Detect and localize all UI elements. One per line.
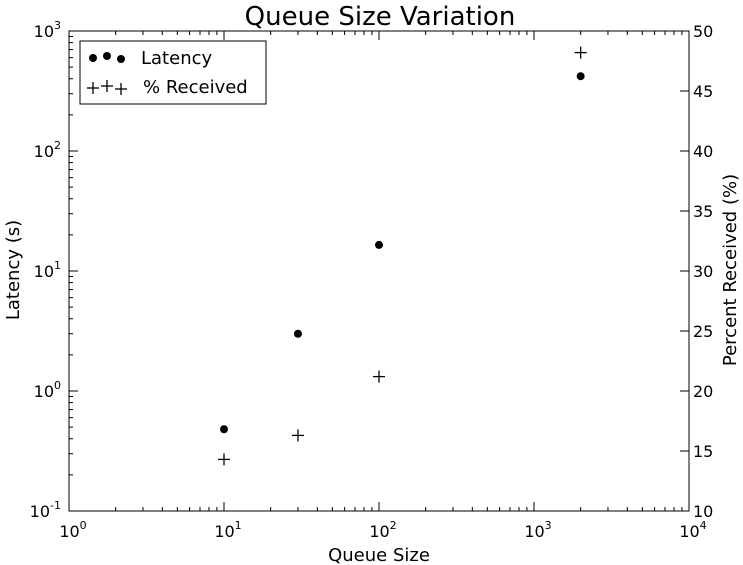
legend-label-latency: Latency bbox=[141, 48, 212, 69]
y-right-tick-label: 40 bbox=[693, 142, 713, 161]
x-axis-label: Queue Size bbox=[328, 545, 430, 565]
x-tick-label: 101 bbox=[214, 519, 241, 541]
x-tick-label: 103 bbox=[524, 519, 551, 541]
plot-frame bbox=[68, 30, 690, 512]
received-point bbox=[291, 429, 304, 442]
legend-latency-marker bbox=[117, 55, 125, 63]
legend-label-received: % Received bbox=[143, 77, 248, 98]
received-point bbox=[373, 370, 385, 383]
legend-received-marker bbox=[101, 80, 113, 92]
legend-received-marker bbox=[87, 82, 99, 94]
latency-point bbox=[220, 425, 228, 434]
data-marks bbox=[218, 46, 587, 466]
received-point bbox=[218, 453, 230, 466]
received-point bbox=[574, 46, 587, 59]
latency-point bbox=[375, 240, 383, 249]
legend-received-marker bbox=[115, 83, 127, 95]
y-left-tick-label: 100 bbox=[34, 379, 61, 401]
y-left-tick-label: 103 bbox=[34, 19, 61, 41]
x-tick-label: 100 bbox=[59, 519, 86, 541]
y-axis-label-right: Percent Received (%) bbox=[720, 174, 741, 366]
latency-point bbox=[293, 329, 302, 338]
y-right-tick-label: 30 bbox=[693, 262, 713, 281]
y-left-tick-label: 10-1 bbox=[30, 499, 61, 521]
latency-point bbox=[576, 72, 585, 81]
y-right-tick-label: 50 bbox=[693, 22, 713, 41]
y-right-tick-label: 25 bbox=[693, 322, 713, 341]
y-left-tick-label: 101 bbox=[34, 259, 61, 281]
y-right-tick-label: 20 bbox=[693, 382, 713, 401]
chart-title: Queue Size Variation bbox=[245, 2, 516, 32]
axis-ticks: 100 101 102 103 10410-1100101102103101520253… bbox=[30, 19, 714, 541]
x-tick-label: 102 bbox=[369, 519, 396, 541]
x-tick-label: 104 bbox=[679, 519, 706, 541]
y-axis-label-left: Latency (s) bbox=[3, 220, 24, 320]
legend: Latency % Received bbox=[79, 40, 267, 105]
legend-latency-marker bbox=[89, 54, 97, 62]
y-right-tick-label: 45 bbox=[693, 82, 713, 101]
legend-box bbox=[79, 40, 267, 105]
y-right-tick-label: 10 bbox=[693, 502, 713, 521]
y-right-tick-label: 35 bbox=[693, 202, 713, 221]
legend-latency-marker bbox=[103, 52, 111, 60]
y-left-tick-label: 102 bbox=[34, 139, 61, 161]
y-right-tick-label: 15 bbox=[693, 442, 713, 461]
